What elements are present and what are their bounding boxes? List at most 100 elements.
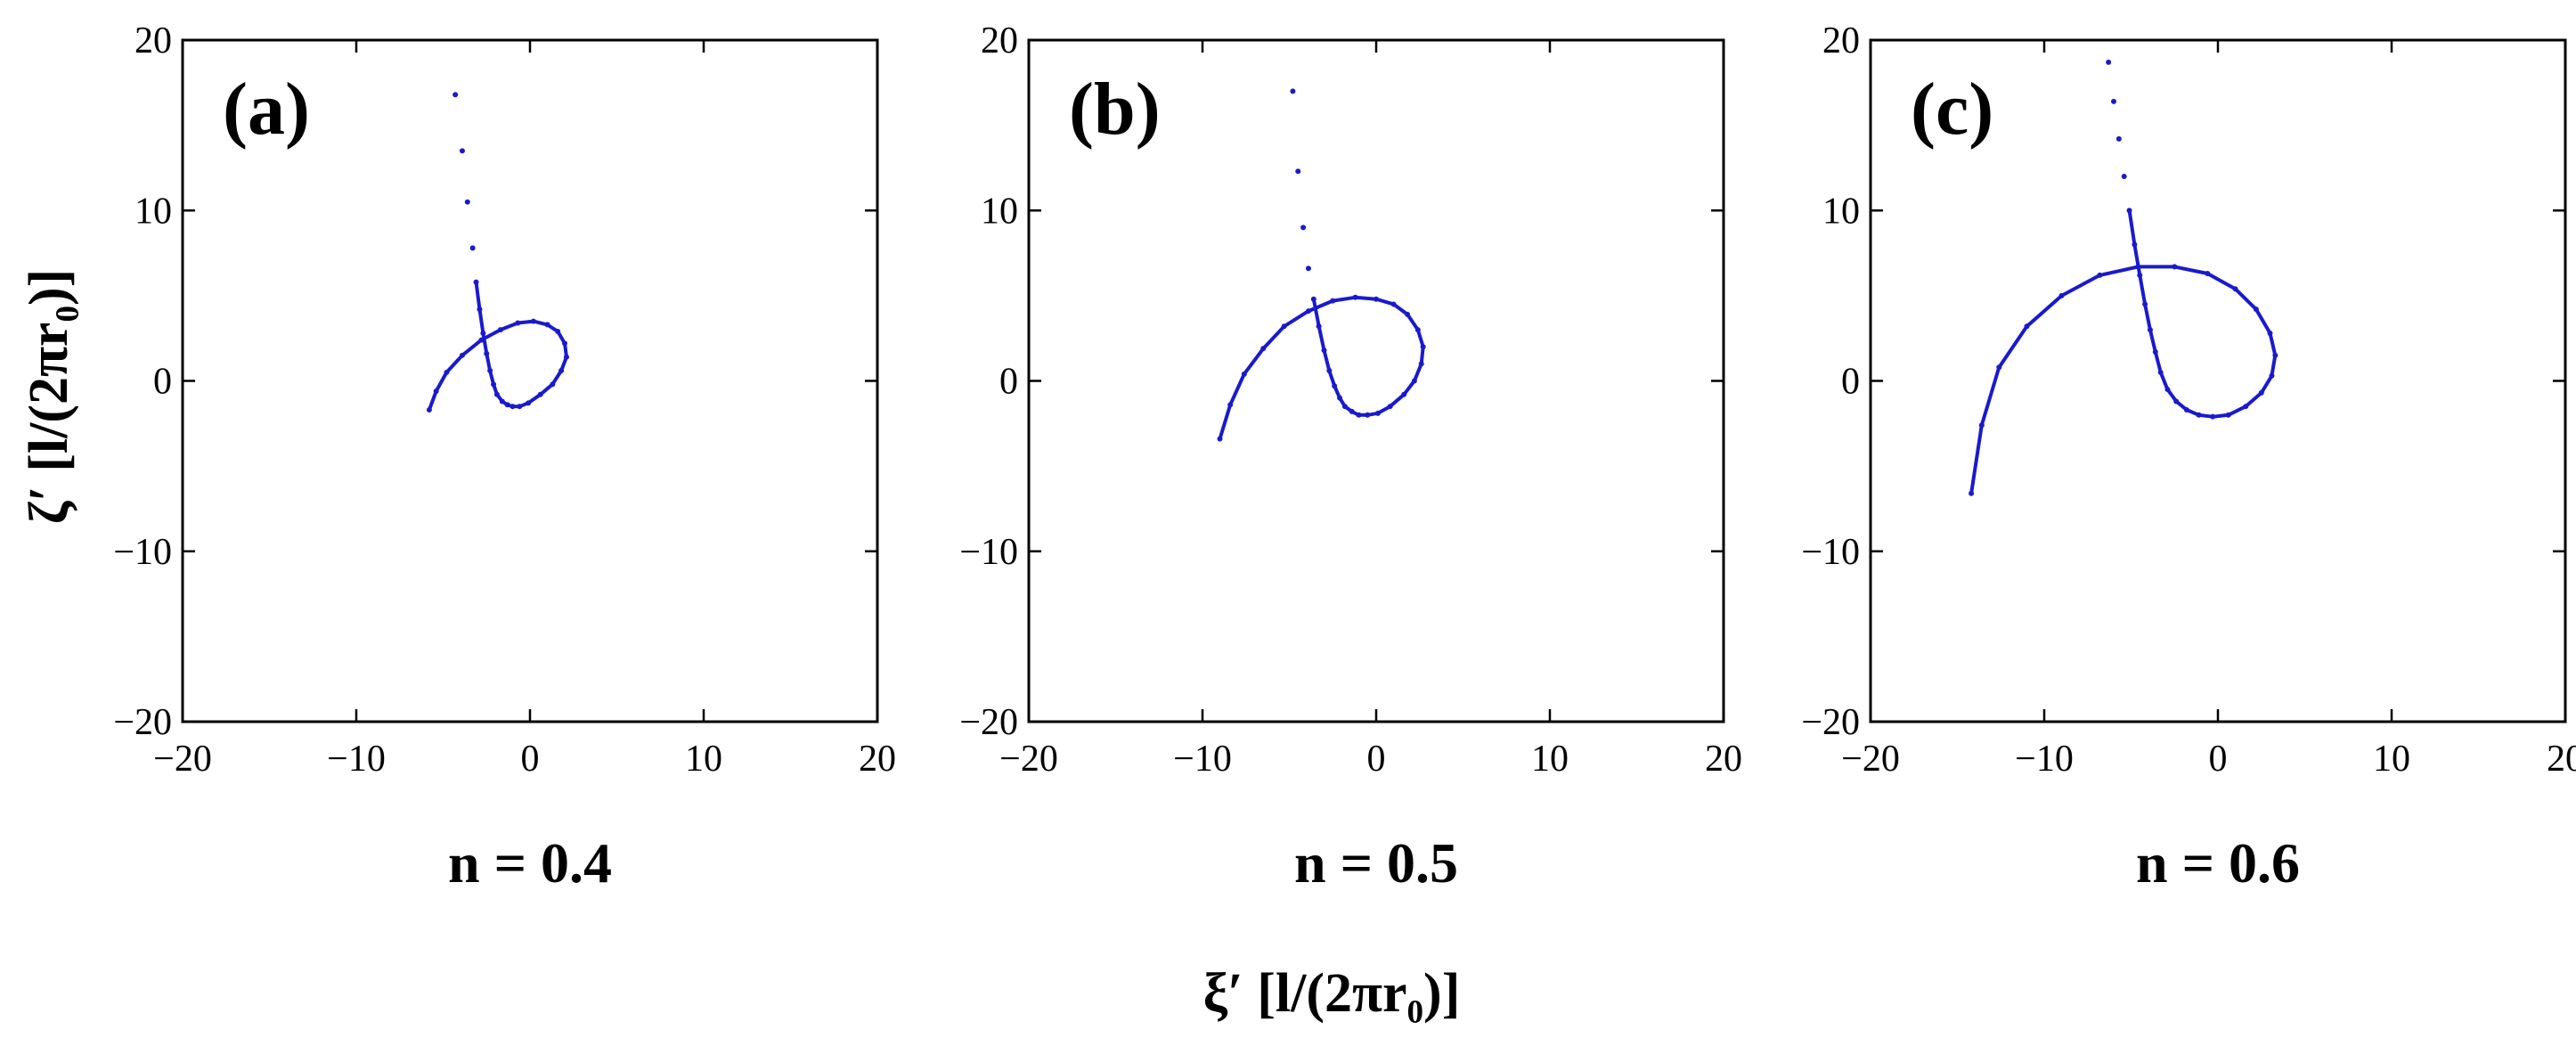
x-tick-label: −10 (1173, 739, 1232, 780)
data-point (550, 381, 556, 388)
panel-label: (a) (223, 68, 310, 151)
data-point (1217, 436, 1223, 442)
x-tick-label: 20 (2547, 739, 2576, 780)
data-point (1414, 327, 1421, 333)
data-point (2142, 301, 2148, 307)
panel-caption: n = 0.6 (2136, 831, 2300, 895)
data-point (2269, 372, 2275, 379)
data-point (530, 318, 536, 324)
data-point (517, 404, 523, 410)
y-tick-label: 10 (1822, 191, 1860, 232)
data-point (1305, 308, 1311, 315)
curve-line (1969, 208, 2278, 495)
data-point (1321, 347, 1327, 354)
data-point (491, 381, 497, 388)
data-point (1227, 402, 1234, 408)
y-tick-label: −20 (113, 702, 172, 743)
data-point (562, 340, 567, 347)
y-tick-label: −20 (959, 702, 1018, 743)
panel-c: −20 −10 0 10 20 −20 −10 0 10 20 (c) n = 0.6 (1801, 20, 2576, 895)
x-tick-label: 20 (1705, 739, 1742, 780)
data-point (2173, 398, 2180, 405)
data-point (469, 245, 476, 251)
data-point (473, 279, 479, 285)
data-point (1326, 368, 1333, 374)
panel-label: (b) (1069, 68, 1161, 151)
data-point (1356, 412, 1362, 418)
data-point (433, 388, 439, 394)
x-tick-label: 10 (2373, 739, 2410, 780)
data-point (1418, 361, 1424, 367)
data-point (2164, 387, 2171, 393)
data-point (537, 391, 543, 397)
data-point (2196, 412, 2202, 418)
data-point (1332, 383, 1338, 389)
data-point (1290, 88, 1296, 94)
data-point (544, 322, 550, 328)
data-point (2225, 412, 2231, 418)
data-point (1387, 404, 1393, 410)
data-point (2135, 264, 2141, 270)
panel-caption: n = 0.4 (448, 831, 612, 895)
y-tick-label: 10 (135, 191, 172, 232)
x-tick-label: −20 (1841, 739, 1900, 780)
data-point (2205, 271, 2211, 277)
data-point (2157, 369, 2164, 375)
data-point (1411, 378, 1417, 384)
data-point (2058, 292, 2065, 298)
data-point (459, 148, 465, 154)
data-point (1390, 301, 1397, 307)
data-point (499, 398, 505, 405)
data-point (1365, 412, 1371, 418)
data-point (2243, 404, 2249, 410)
data-point (1349, 408, 1355, 414)
curve-line (427, 280, 568, 412)
data-point (1241, 371, 1247, 377)
data-point (2137, 272, 2143, 278)
x-tick-label: 0 (521, 739, 540, 780)
data-point (1978, 422, 1985, 429)
data-point (2121, 174, 2127, 179)
data-point (555, 329, 561, 335)
data-point (1420, 344, 1426, 350)
data-point (480, 330, 486, 336)
data-point (558, 368, 565, 374)
data-point (2232, 286, 2238, 292)
data-point (2147, 327, 2153, 333)
y-tick-label: 20 (981, 20, 1018, 61)
data-point (1337, 395, 1343, 401)
data-point (1260, 346, 1267, 352)
y-tick-label: 20 (135, 20, 172, 61)
y-tick-label: −20 (1801, 702, 1860, 743)
data-point (509, 404, 516, 410)
panel-a: −20 −10 0 10 20 −20 −10 0 10 20 (a) n = 0.4 (113, 20, 896, 895)
data-point (1295, 168, 1301, 175)
x-tick-label: −20 (153, 739, 212, 780)
data-point (484, 350, 490, 356)
data-point (1310, 296, 1317, 302)
data-point (2183, 407, 2189, 413)
data-point (2267, 330, 2273, 336)
y-tick-label: 0 (153, 362, 172, 403)
data-point (2126, 208, 2132, 214)
y-tick-label: 0 (999, 362, 1018, 403)
x-tick-label: −10 (2015, 739, 2074, 780)
data-point (526, 400, 532, 406)
data-point (1405, 311, 1411, 317)
data-point (497, 327, 503, 333)
data-point (459, 352, 465, 358)
x-tick-label: 0 (1367, 739, 1386, 780)
data-point (1341, 404, 1348, 410)
data-point (2272, 352, 2278, 358)
y-tick-label: −10 (1801, 532, 1860, 573)
data-point (477, 306, 483, 313)
data-point (493, 391, 500, 397)
data-point (1305, 266, 1311, 272)
x-tick-label: 10 (1531, 739, 1569, 780)
data-point (2097, 272, 2103, 278)
data-point (444, 369, 450, 375)
data-point (1300, 225, 1307, 231)
panel-caption: n = 0.5 (1294, 831, 1458, 895)
curve-line (1218, 295, 1425, 441)
